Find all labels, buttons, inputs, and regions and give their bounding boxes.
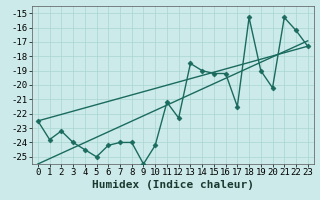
X-axis label: Humidex (Indice chaleur): Humidex (Indice chaleur) <box>92 180 254 190</box>
